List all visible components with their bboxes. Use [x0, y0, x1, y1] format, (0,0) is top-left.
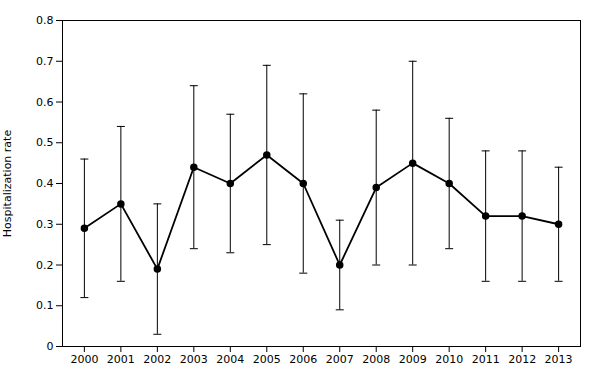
- svg-text:0: 0: [47, 340, 54, 353]
- svg-text:2012: 2012: [508, 353, 536, 366]
- svg-text:2001: 2001: [107, 353, 135, 366]
- svg-text:0.1: 0.1: [36, 299, 54, 312]
- svg-text:2002: 2002: [143, 353, 171, 366]
- svg-text:0.5: 0.5: [36, 136, 54, 149]
- svg-text:0.6: 0.6: [36, 96, 54, 109]
- svg-text:2003: 2003: [180, 353, 208, 366]
- svg-text:2007: 2007: [326, 353, 354, 366]
- svg-text:0.2: 0.2: [36, 259, 54, 272]
- svg-text:2005: 2005: [253, 353, 281, 366]
- svg-text:2008: 2008: [362, 353, 390, 366]
- svg-text:0.7: 0.7: [36, 55, 54, 68]
- svg-text:2004: 2004: [216, 353, 244, 366]
- svg-text:2013: 2013: [545, 353, 573, 366]
- svg-text:Hospitalization rate: Hospitalization rate: [1, 130, 14, 238]
- svg-text:0.8: 0.8: [36, 14, 54, 27]
- svg-text:2009: 2009: [399, 353, 427, 366]
- svg-text:2000: 2000: [70, 353, 98, 366]
- svg-text:2011: 2011: [472, 353, 500, 366]
- svg-text:2010: 2010: [435, 353, 463, 366]
- svg-text:0.4: 0.4: [36, 177, 54, 190]
- svg-text:2006: 2006: [289, 353, 317, 366]
- svg-text:0.3: 0.3: [36, 218, 54, 231]
